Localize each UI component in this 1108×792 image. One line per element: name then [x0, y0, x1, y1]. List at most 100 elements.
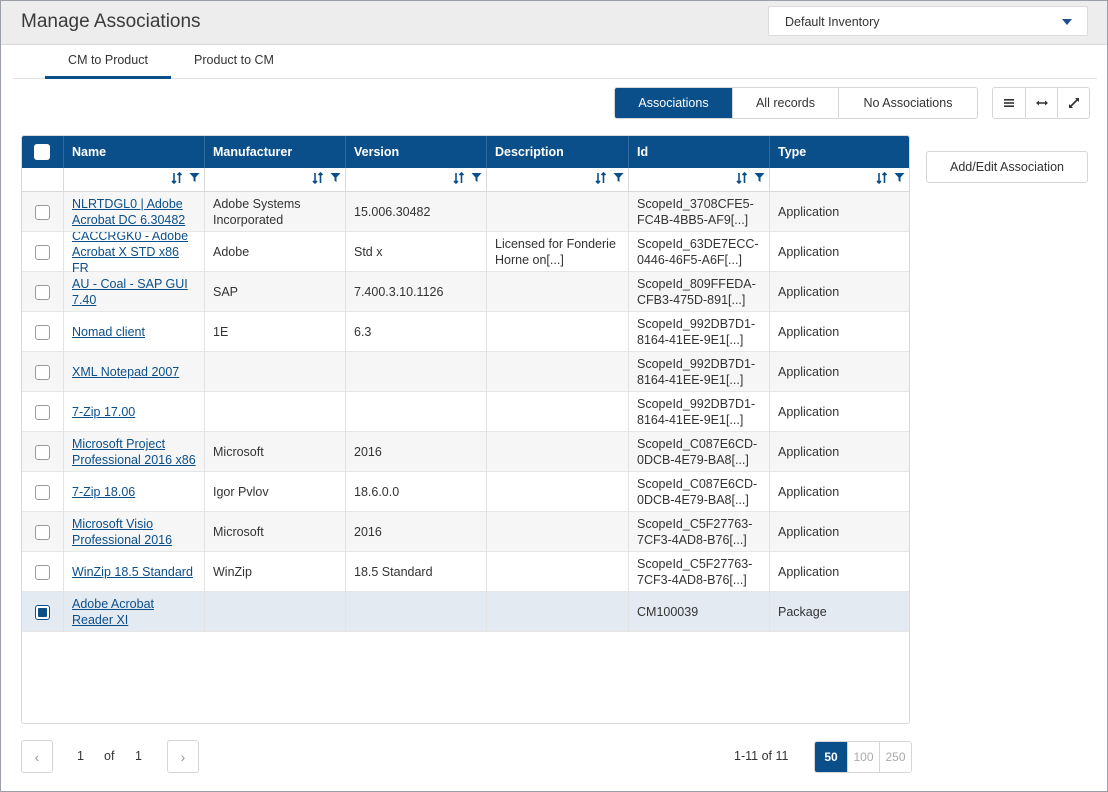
select-all-checkbox[interactable]	[34, 144, 50, 160]
table-row[interactable]: Nomad client 1E 6.3 ScopeId_992DB7D1-8164-4…	[22, 312, 909, 352]
cell-type-text: Application	[778, 445, 840, 459]
table-row[interactable]: NLRTDGL0 | Adobe Acrobat DC 6.30482 Adobe…	[22, 192, 909, 232]
cell-id-text: ScopeId_992DB7D1-8164-41EE-9E1[...]	[637, 357, 756, 387]
column-header-name[interactable]: Name	[63, 136, 204, 168]
add-edit-association-button[interactable]: Add/Edit Association	[926, 151, 1088, 183]
row-select-cell	[22, 192, 63, 232]
column-header-type[interactable]: Type	[769, 136, 909, 168]
filter-cell-name	[63, 168, 204, 192]
sort-icon[interactable]	[312, 171, 324, 187]
table-row[interactable]: Microsoft Visio Professional 2016 Microso…	[22, 512, 909, 552]
cell-description	[486, 392, 628, 432]
table-row[interactable]: AU - Coal - SAP GUI 7.40 SAP 7.400.3.10.11…	[22, 272, 909, 312]
row-checkbox[interactable]	[35, 284, 50, 300]
cell-id-text: ScopeId_C087E6CD-0DCB-4E79-BA8[...]	[637, 437, 758, 467]
chevron-right-icon: ›	[180, 748, 186, 765]
filter-icon[interactable]	[613, 172, 624, 187]
column-header-manufacturer[interactable]: Manufacturer	[204, 136, 345, 168]
row-checkbox[interactable]	[35, 404, 50, 420]
row-select-cell	[22, 472, 63, 512]
row-checkbox[interactable]	[35, 524, 50, 540]
product-name-link[interactable]: Microsoft Visio Professional 2016	[72, 517, 173, 547]
cell-manufacturer-text: Adobe	[213, 245, 250, 259]
filter-icon[interactable]	[754, 172, 765, 187]
cell-description	[486, 192, 628, 232]
row-checkbox[interactable]	[35, 364, 50, 380]
table-row[interactable]: 7-Zip 17.00 ScopeId_992DB7D1-8164-41EE-9E…	[22, 392, 909, 432]
row-checkbox[interactable]	[35, 324, 50, 340]
product-name-link[interactable]: 7-Zip 18.06	[72, 485, 136, 499]
associations-button[interactable]: Associations	[615, 88, 732, 118]
product-name-link[interactable]: WinZip 18.5 Standard	[72, 565, 193, 579]
cell-version: 15.006.30482	[345, 192, 486, 232]
tab-product-to-cm[interactable]: Product to CM	[194, 53, 274, 67]
no-associations-button[interactable]: No Associations	[838, 88, 977, 118]
page-size-100[interactable]: 100	[847, 742, 879, 772]
cell-manufacturer: 1E	[204, 312, 345, 352]
cell-version-text: Std x	[354, 245, 383, 259]
product-name-link[interactable]: Microsoft Project Professional 2016 x86	[72, 437, 196, 467]
page-size-250[interactable]: 250	[879, 742, 911, 772]
tab-cm-to-product[interactable]: CM to Product	[45, 45, 171, 79]
product-name-link[interactable]: CACCRGK0 - Adobe Acrobat X STD x86 FR	[72, 232, 189, 272]
inventory-dropdown[interactable]: Default Inventory	[768, 6, 1088, 36]
cell-manufacturer-text: SAP	[213, 285, 239, 299]
row-checkbox[interactable]	[35, 604, 50, 620]
table-row[interactable]: Adobe Acrobat Reader XI CM100039 Package	[22, 592, 909, 632]
cell-description	[486, 432, 628, 472]
cell-type: Package	[769, 592, 909, 632]
table-row[interactable]: WinZip 18.5 Standard WinZip 18.5 Standard S…	[22, 552, 909, 592]
sort-icon[interactable]	[736, 171, 748, 187]
cell-version: 7.400.3.10.1126	[345, 272, 486, 312]
sort-icon[interactable]	[876, 171, 888, 187]
filter-icon[interactable]	[471, 172, 482, 187]
cell-version: 18.5 Standard	[345, 552, 486, 592]
all-records-button[interactable]: All records	[732, 88, 838, 118]
cell-manufacturer: Microsoft	[204, 432, 345, 472]
cell-id-text: ScopeId_809FFEDA-CFB3-475D-891[...]	[637, 277, 756, 307]
record-range: 1-11 of 11	[734, 749, 789, 763]
filter-icon[interactable]	[330, 172, 341, 187]
row-checkbox[interactable]	[35, 444, 50, 460]
next-page-button[interactable]: ›	[167, 740, 199, 773]
previous-page-button[interactable]: ‹	[21, 740, 53, 773]
product-name-link[interactable]: XML Notepad 2007	[72, 365, 180, 379]
row-checkbox[interactable]	[35, 564, 50, 580]
cell-manufacturer	[204, 392, 345, 432]
row-checkbox[interactable]	[35, 484, 50, 500]
sort-icon[interactable]	[171, 171, 183, 187]
list-view-button[interactable]	[993, 88, 1025, 118]
cell-type: Application	[769, 232, 909, 272]
filter-icon[interactable]	[189, 172, 200, 187]
product-name-link[interactable]: Nomad client	[72, 325, 145, 339]
cell-name: 7-Zip 18.06	[63, 472, 204, 512]
current-page: 1	[77, 749, 84, 763]
cell-description: Licensed for Fonderie Horne on[...]	[486, 232, 628, 272]
row-checkbox[interactable]	[35, 244, 50, 260]
table-row[interactable]: 7-Zip 18.06 Igor Pvlov 18.6.0.0 ScopeId_C08…	[22, 472, 909, 512]
page-size-50[interactable]: 50	[815, 742, 847, 772]
product-name-link[interactable]: NLRTDGL0 | Adobe Acrobat DC 6.30482	[72, 197, 186, 227]
list-icon	[1004, 99, 1014, 107]
filter-icon[interactable]	[894, 172, 905, 187]
expand-button[interactable]	[1057, 88, 1089, 118]
cell-name: NLRTDGL0 | Adobe Acrobat DC 6.30482	[63, 192, 204, 232]
table-row[interactable]: XML Notepad 2007 ScopeId_992DB7D1-8164-41…	[22, 352, 909, 392]
sort-icon[interactable]	[595, 171, 607, 187]
column-header-id[interactable]: Id	[628, 136, 769, 168]
table-row[interactable]: Microsoft Project Professional 2016 x86 M…	[22, 432, 909, 472]
column-header-description[interactable]: Description	[486, 136, 628, 168]
product-name-link[interactable]: 7-Zip 17.00	[72, 405, 136, 419]
table-row[interactable]: CACCRGK0 - Adobe Acrobat X STD x86 FR Ado…	[22, 232, 909, 272]
product-name-link[interactable]: AU - Coal - SAP GUI 7.40	[72, 277, 188, 307]
cell-description	[486, 512, 628, 552]
product-name-link[interactable]: Adobe Acrobat Reader XI	[72, 597, 155, 627]
row-checkbox[interactable]	[35, 204, 50, 220]
cell-manufacturer: Adobe Systems Incorporated	[204, 192, 345, 232]
column-header-version[interactable]: Version	[345, 136, 486, 168]
cell-version-text: 2016	[354, 525, 382, 539]
cell-manufacturer	[204, 352, 345, 392]
cell-type-text: Application	[778, 405, 840, 419]
fit-width-button[interactable]	[1025, 88, 1057, 118]
sort-icon[interactable]	[453, 171, 465, 187]
